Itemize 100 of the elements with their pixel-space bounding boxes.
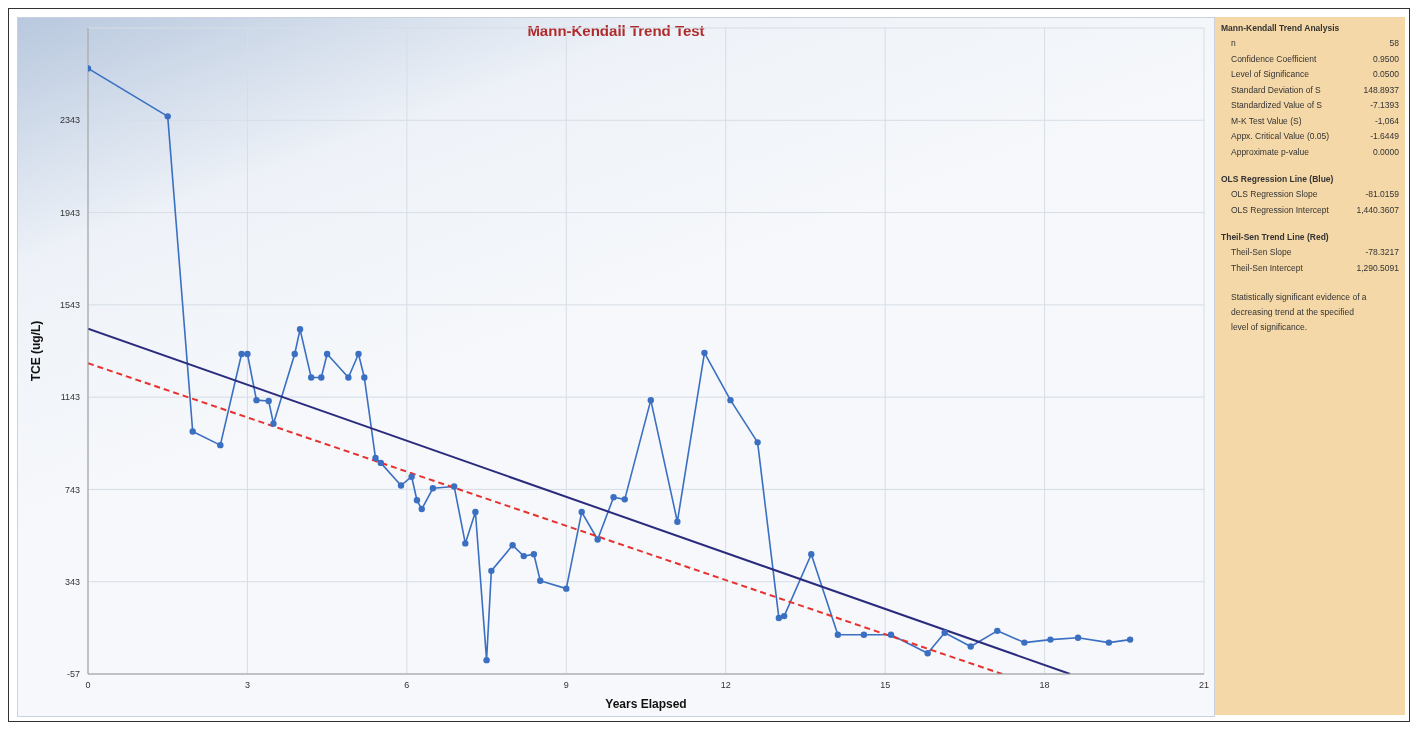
point: [345, 374, 352, 381]
point: [483, 656, 490, 664]
point: [418, 505, 425, 513]
text: Theil-Sen Slope: [1231, 246, 1292, 259]
text: Standard Deviation of S: [1231, 83, 1321, 97]
point: [509, 542, 516, 549]
point: [318, 374, 325, 381]
point: [775, 614, 783, 622]
text: OLS Regression Slope: [1231, 188, 1318, 201]
text: -78.3217: [1365, 246, 1399, 259]
point: [924, 650, 931, 657]
x-tick-label: 15: [880, 680, 891, 691]
text: M-K Test Value (S): [1231, 114, 1302, 128]
x-axis-title: Years Elapsed: [605, 697, 687, 711]
x-tick-label: 9: [563, 680, 569, 691]
y-tick-label: 743: [64, 484, 80, 495]
point: [408, 473, 415, 480]
point: [397, 482, 405, 489]
point: [701, 349, 708, 357]
point: [355, 350, 362, 358]
x-tick-label: 3: [244, 680, 250, 691]
point: [1074, 634, 1082, 641]
point: [291, 350, 298, 358]
text: 0.0000: [1373, 145, 1399, 159]
point: [647, 396, 654, 404]
point: [780, 612, 788, 620]
x-tick-label: 18: [1039, 680, 1050, 691]
point: [967, 643, 974, 650]
point: [265, 397, 272, 405]
x-tick-label: 6: [404, 680, 410, 691]
point: [217, 441, 224, 449]
point: [488, 567, 495, 575]
x-tick-label: 21: [1198, 680, 1210, 691]
point: [1021, 639, 1028, 646]
text: Theil-Sen Intercept: [1231, 261, 1303, 275]
text: OLS Regression Intercept: [1231, 203, 1329, 217]
text: 1,290.5091: [1356, 261, 1399, 275]
point: [296, 326, 304, 333]
point: [189, 428, 196, 435]
point: [1105, 639, 1113, 646]
point: [808, 551, 815, 558]
text: 1,440.3607: [1356, 203, 1399, 217]
point: [308, 374, 315, 381]
point: [377, 459, 385, 467]
text: -1.6449: [1370, 130, 1399, 143]
point: [887, 631, 895, 638]
y-tick-label: 1943: [59, 207, 80, 218]
point: [594, 536, 601, 543]
point: [941, 629, 948, 636]
text: -1,064: [1374, 114, 1399, 128]
x-tick-label: 0: [85, 680, 91, 691]
point: [413, 497, 421, 504]
text: 148.8937: [1363, 83, 1399, 97]
point: [361, 374, 368, 381]
y-tick-label: 2343: [59, 115, 80, 126]
point: [244, 350, 251, 358]
text: 0.9500: [1373, 52, 1399, 66]
point: [270, 420, 277, 427]
point: [530, 551, 538, 558]
text: -7.1393: [1370, 99, 1399, 112]
point: [520, 552, 527, 560]
point: [834, 631, 842, 638]
point: [860, 631, 868, 638]
text: Appx. Critical Value (0.05): [1231, 130, 1330, 143]
point: [462, 540, 469, 547]
text: n: [1231, 37, 1236, 50]
y-tick-label: -57: [66, 669, 80, 680]
text: 58: [1389, 37, 1399, 50]
point: [372, 454, 379, 462]
point: [674, 518, 681, 525]
text: Level of Significance: [1231, 68, 1309, 81]
y-tick-label: 1143: [60, 392, 80, 403]
text: Confidence Coefficient: [1231, 52, 1317, 66]
point: [323, 350, 331, 358]
point: [1047, 636, 1054, 643]
text: 0.0500: [1373, 68, 1399, 81]
point: [610, 494, 617, 501]
y-tick-label: 343: [64, 576, 80, 587]
point: [727, 396, 734, 404]
y-axis-title: TCE (ug/L): [29, 320, 44, 382]
text: -81.0159: [1365, 188, 1399, 201]
text: Mann-Kendall Trend Analysis: [1221, 23, 1341, 33]
point: [253, 396, 260, 404]
point: [537, 577, 544, 584]
point: [621, 496, 628, 503]
point: [1126, 636, 1134, 643]
text: Standardized Value of S: [1231, 99, 1323, 112]
point: [994, 627, 1001, 635]
text: Statistically significant evidence of a decreasing trend at the specified level of significance.: [1230, 291, 1368, 334]
point: [578, 508, 585, 516]
text: Theil-Sen Trend Line (Red): [1221, 232, 1330, 242]
text: Approximate p-value: [1231, 145, 1309, 159]
point: [429, 485, 437, 492]
point: [563, 585, 570, 592]
y-tick-label: 1543: [59, 300, 80, 311]
point: [450, 483, 458, 490]
text: OLS Regression Line (Blue): [1221, 174, 1335, 184]
x-tick-label: 12: [720, 680, 731, 691]
point: [472, 508, 479, 516]
chart-title: Mann-Kendall Trend Test: [526, 22, 706, 39]
